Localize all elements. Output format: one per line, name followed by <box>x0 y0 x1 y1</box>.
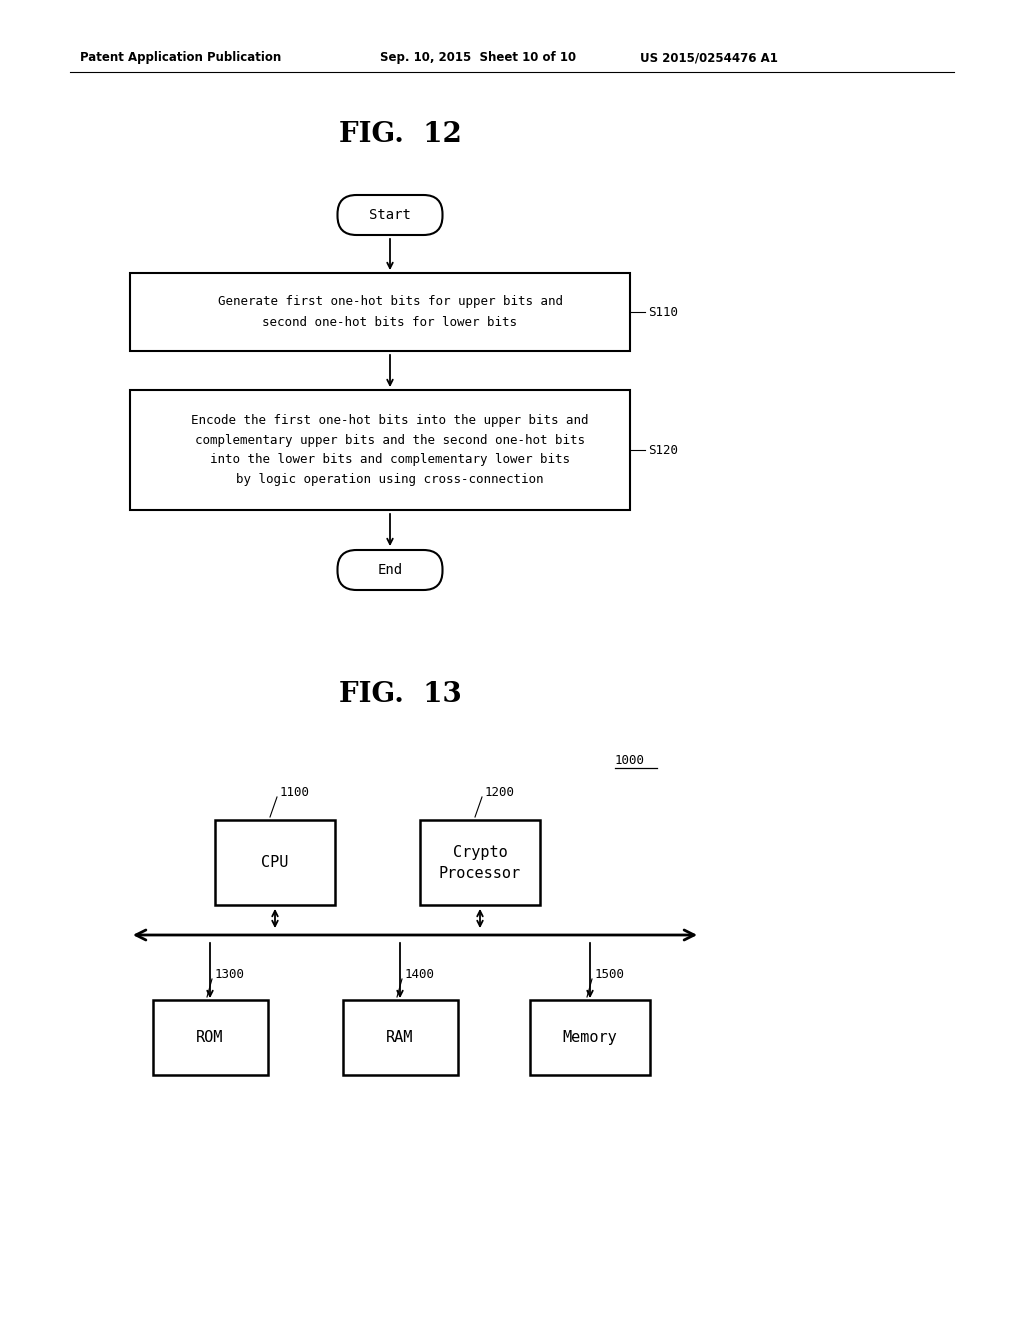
FancyBboxPatch shape <box>342 1001 458 1074</box>
Text: FIG.  13: FIG. 13 <box>339 681 462 709</box>
Text: CPU: CPU <box>261 855 289 870</box>
FancyBboxPatch shape <box>420 820 540 906</box>
Text: 1000: 1000 <box>615 754 645 767</box>
FancyBboxPatch shape <box>130 389 630 510</box>
Text: Encode the first one-hot bits into the upper bits and
complementary upper bits a: Encode the first one-hot bits into the u… <box>191 414 589 486</box>
Text: Crypto
Processor: Crypto Processor <box>439 845 521 880</box>
Text: US 2015/0254476 A1: US 2015/0254476 A1 <box>640 51 778 65</box>
Text: Sep. 10, 2015  Sheet 10 of 10: Sep. 10, 2015 Sheet 10 of 10 <box>380 51 577 65</box>
Text: Memory: Memory <box>562 1030 617 1045</box>
FancyBboxPatch shape <box>130 273 630 351</box>
Text: ROM: ROM <box>197 1030 223 1045</box>
Text: S120: S120 <box>648 444 678 457</box>
Text: 1200: 1200 <box>485 787 515 800</box>
Text: Generate first one-hot bits for upper bits and
second one-hot bits for lower bit: Generate first one-hot bits for upper bi… <box>217 296 562 329</box>
Text: RAM: RAM <box>386 1030 414 1045</box>
Text: FIG.  12: FIG. 12 <box>339 121 462 149</box>
FancyBboxPatch shape <box>153 1001 267 1074</box>
FancyBboxPatch shape <box>338 195 442 235</box>
Text: End: End <box>378 564 402 577</box>
Text: S110: S110 <box>648 305 678 318</box>
Text: 1300: 1300 <box>215 969 245 982</box>
Text: Start: Start <box>369 209 411 222</box>
Text: Patent Application Publication: Patent Application Publication <box>80 51 282 65</box>
Text: 1500: 1500 <box>595 969 625 982</box>
Text: 1100: 1100 <box>280 787 310 800</box>
FancyBboxPatch shape <box>530 1001 650 1074</box>
FancyBboxPatch shape <box>338 550 442 590</box>
FancyBboxPatch shape <box>215 820 335 906</box>
Text: 1400: 1400 <box>406 969 435 982</box>
